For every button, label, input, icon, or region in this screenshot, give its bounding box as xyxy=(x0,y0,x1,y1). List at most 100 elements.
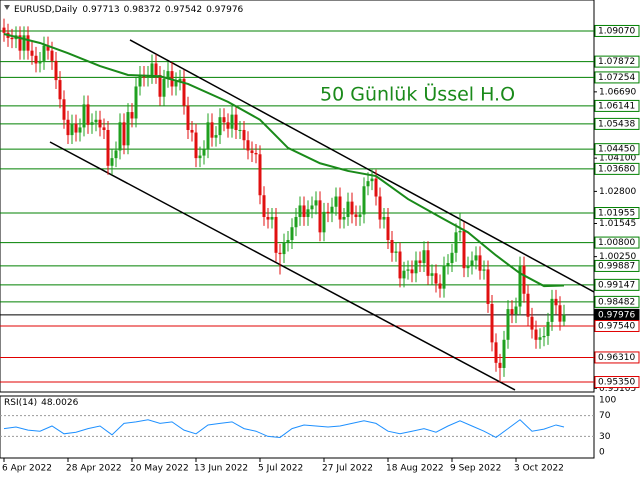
level-label: 0.99887 xyxy=(598,261,635,271)
candle-body xyxy=(202,149,206,156)
candle-body xyxy=(310,205,314,210)
main-plot xyxy=(0,18,594,391)
x-tick-label: 27 Jul 2022 xyxy=(322,464,373,474)
candle-body xyxy=(262,195,266,217)
level-label: 0.96310 xyxy=(598,353,635,363)
candle-body xyxy=(402,270,406,279)
candle-body xyxy=(18,35,22,51)
level-label: 1.03680 xyxy=(598,164,635,174)
candle-body xyxy=(54,60,58,81)
candle-body xyxy=(126,112,130,146)
candle-body xyxy=(130,112,134,119)
axes: 1.06690 1.04100 1.02800 1.01545 1.00250 0.951… xyxy=(2,24,640,474)
candle-body xyxy=(266,216,270,220)
level-label: 0.99147 xyxy=(598,280,635,290)
candle-body xyxy=(474,255,478,261)
level-label-box xyxy=(594,143,640,156)
level-label: 1.06141 xyxy=(598,101,635,111)
rsi-tick-label: 100 xyxy=(599,396,616,406)
y-tick-label: 1.06690 xyxy=(599,87,636,97)
x-tick-label: 6 Apr 2022 xyxy=(2,464,52,474)
candle-body xyxy=(182,78,186,106)
candle-body xyxy=(506,309,510,340)
candle-body xyxy=(194,132,198,159)
candle-body xyxy=(186,105,190,130)
candle-body xyxy=(42,45,46,61)
candle-body xyxy=(30,50,34,56)
candle-body xyxy=(546,321,550,336)
candle-body xyxy=(198,155,202,159)
candle-body xyxy=(462,231,466,269)
level-label-box xyxy=(594,376,640,389)
candle-body xyxy=(518,265,522,307)
candle-body xyxy=(278,252,282,255)
candle-body xyxy=(470,260,474,266)
candle-body xyxy=(302,205,306,217)
candle-body xyxy=(330,206,334,214)
x-tick-label: 18 Aug 2022 xyxy=(386,464,444,474)
candle-body xyxy=(234,114,238,130)
level-label: 0.97976 xyxy=(598,310,635,320)
candle-body xyxy=(446,263,450,266)
level-label-box xyxy=(594,319,640,332)
rsi-plot xyxy=(0,415,594,439)
candle-body xyxy=(486,269,490,304)
candle-body xyxy=(418,260,422,264)
candle-body xyxy=(62,99,66,120)
candle-body xyxy=(366,181,370,187)
chart-header: EURUSD,Daily 0.97713 0.98372 0.97542 0.97976 xyxy=(14,5,244,15)
level-label-box xyxy=(594,236,640,249)
candle-body xyxy=(10,37,14,40)
candle-body xyxy=(514,306,518,315)
candle-body xyxy=(490,303,494,343)
candle-body xyxy=(290,227,294,241)
header-open: 0.97713 xyxy=(82,5,119,15)
candle-body xyxy=(70,123,74,136)
level-label: 1.00800 xyxy=(598,238,635,248)
candle-body xyxy=(138,74,142,87)
candle-body xyxy=(318,200,322,233)
candle-body xyxy=(542,335,546,338)
candle-body xyxy=(530,316,534,330)
candle-body xyxy=(522,265,526,294)
candle-body xyxy=(2,27,6,33)
candle-body xyxy=(158,74,162,97)
candle-body xyxy=(78,127,82,133)
candle-body xyxy=(338,196,342,220)
rsi-label: RSI(14) xyxy=(4,398,37,408)
level-label: 1.05438 xyxy=(598,119,635,129)
candle-body xyxy=(298,205,302,217)
candle-body xyxy=(450,252,454,264)
candle-body xyxy=(86,104,90,125)
candle-body xyxy=(406,269,410,271)
candle-body xyxy=(322,211,326,233)
candle-body xyxy=(410,269,414,274)
candle-body xyxy=(510,309,514,315)
candle-body xyxy=(102,127,106,130)
candle-body xyxy=(34,55,38,64)
level-label: 0.95350 xyxy=(598,378,635,388)
level-label: 1.01955 xyxy=(598,209,635,219)
level-label-box xyxy=(594,55,640,68)
candle-body xyxy=(94,119,98,123)
candle-body xyxy=(370,178,374,182)
candle-body xyxy=(438,283,442,289)
candle-body xyxy=(374,178,378,197)
candle-body xyxy=(150,63,154,75)
candle-body xyxy=(498,362,502,368)
rsi-tick-label: 0 xyxy=(599,448,605,458)
level-label: 1.04450 xyxy=(598,145,635,155)
candle-body xyxy=(118,122,122,151)
y-tick-label: 1.00250 xyxy=(599,252,636,262)
candle-body xyxy=(110,158,114,166)
candle-body xyxy=(98,119,102,128)
rsi-line xyxy=(3,419,565,439)
y-tick-label: 1.04100 xyxy=(599,154,636,164)
candle-body xyxy=(134,86,138,119)
candle-body xyxy=(258,154,262,196)
candle-body xyxy=(306,209,310,217)
candle-body xyxy=(90,122,94,125)
level-label-box xyxy=(594,207,640,220)
candle-body xyxy=(250,150,254,154)
candle-body xyxy=(214,135,218,138)
